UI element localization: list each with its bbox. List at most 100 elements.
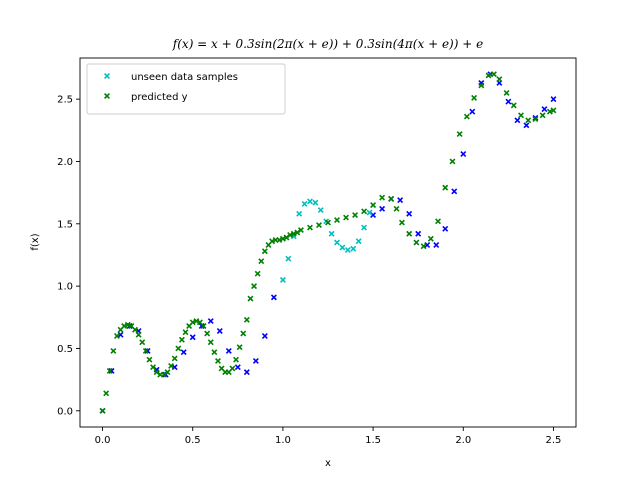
data-point <box>496 76 503 83</box>
data-point <box>317 207 324 214</box>
data-point <box>397 197 404 204</box>
data-point <box>413 239 420 246</box>
data-point <box>99 407 106 414</box>
data-point <box>456 131 463 138</box>
data-point <box>334 217 340 224</box>
data-point <box>247 295 254 302</box>
data-point <box>355 238 362 245</box>
data-point <box>258 258 265 265</box>
data-point <box>415 230 422 237</box>
x-tick-label: 0.0 <box>95 435 111 446</box>
data-point <box>243 369 250 376</box>
data-point <box>471 94 478 101</box>
data-point <box>114 333 120 339</box>
data-point <box>514 117 521 124</box>
data-point <box>215 357 221 364</box>
data-point <box>178 336 185 343</box>
data-point <box>233 356 239 363</box>
data-point <box>424 242 431 248</box>
data-point <box>442 184 449 191</box>
series-2-markers <box>99 71 557 414</box>
data-point <box>182 329 189 336</box>
data-point <box>350 245 357 252</box>
data-point <box>189 334 196 341</box>
data-point <box>325 219 331 226</box>
data-point <box>171 364 178 371</box>
data-point <box>398 219 405 226</box>
data-point <box>168 362 175 369</box>
data-point <box>361 208 368 215</box>
data-point <box>420 243 427 250</box>
data-point <box>546 108 553 115</box>
data-point <box>285 255 292 262</box>
data-point <box>328 230 335 237</box>
data-point <box>449 158 456 165</box>
data-point <box>144 347 151 354</box>
data-point <box>211 349 218 356</box>
data-point <box>207 339 214 346</box>
data-point <box>393 205 400 212</box>
data-point <box>139 339 146 346</box>
data-point <box>539 112 546 119</box>
data-point <box>433 242 440 248</box>
data-point <box>361 224 368 231</box>
data-point <box>339 244 346 251</box>
data-point <box>343 214 350 221</box>
data-point <box>132 326 138 333</box>
plot-area <box>99 71 557 414</box>
axes: 0.0 0.5 1.0 1.5 2.0 2.5 0.0 0.5 1.0 1.5 2.0 2.5 <box>57 57 577 446</box>
data-point <box>200 323 207 329</box>
y-axis-label: f(x) <box>30 233 41 250</box>
data-point <box>204 330 211 337</box>
data-point <box>287 232 294 238</box>
data-point <box>251 283 258 290</box>
data-point <box>110 347 117 354</box>
data-point <box>236 344 243 351</box>
data-point <box>406 210 413 217</box>
data-point <box>366 209 373 216</box>
data-point <box>290 230 297 237</box>
data-point <box>171 355 178 362</box>
data-point <box>490 71 497 78</box>
data-point <box>427 235 434 242</box>
axes-frame <box>79 57 577 428</box>
data-point <box>269 238 276 245</box>
data-point <box>207 318 214 325</box>
data-point <box>297 227 304 233</box>
data-point <box>225 347 232 354</box>
y-tick-label: 1.5 <box>57 219 73 230</box>
data-point <box>296 210 303 217</box>
data-point <box>234 364 241 371</box>
data-point <box>344 247 351 253</box>
x-axis-label: x <box>325 458 331 469</box>
legend-marker <box>104 73 110 79</box>
data-point <box>463 113 470 120</box>
x-tick-label: 1.0 <box>275 435 291 446</box>
data-point <box>150 364 157 371</box>
data-point <box>532 114 539 121</box>
data-point <box>276 237 283 243</box>
data-point <box>451 188 458 195</box>
data-point <box>135 331 142 338</box>
data-point <box>406 230 413 237</box>
data-point <box>164 369 171 376</box>
data-point <box>510 102 517 109</box>
data-point <box>505 98 512 105</box>
data-point <box>142 347 149 354</box>
chart-title: f(x) = x + 0.3sin(2π(x + e)) + 0.3sin(4π… <box>172 37 483 51</box>
data-point <box>193 318 200 325</box>
data-point <box>216 328 223 334</box>
data-point <box>146 356 153 363</box>
x-tick-label: 1.5 <box>365 435 381 446</box>
data-point <box>279 235 286 242</box>
data-point <box>252 357 259 364</box>
x-tick-label: 0.5 <box>185 435 201 446</box>
data-point <box>180 349 187 356</box>
legend-label: predicted y <box>131 92 188 103</box>
data-point <box>301 200 308 207</box>
data-point <box>254 270 261 277</box>
data-point <box>469 108 476 115</box>
data-point <box>525 117 532 124</box>
data-point <box>103 390 110 397</box>
